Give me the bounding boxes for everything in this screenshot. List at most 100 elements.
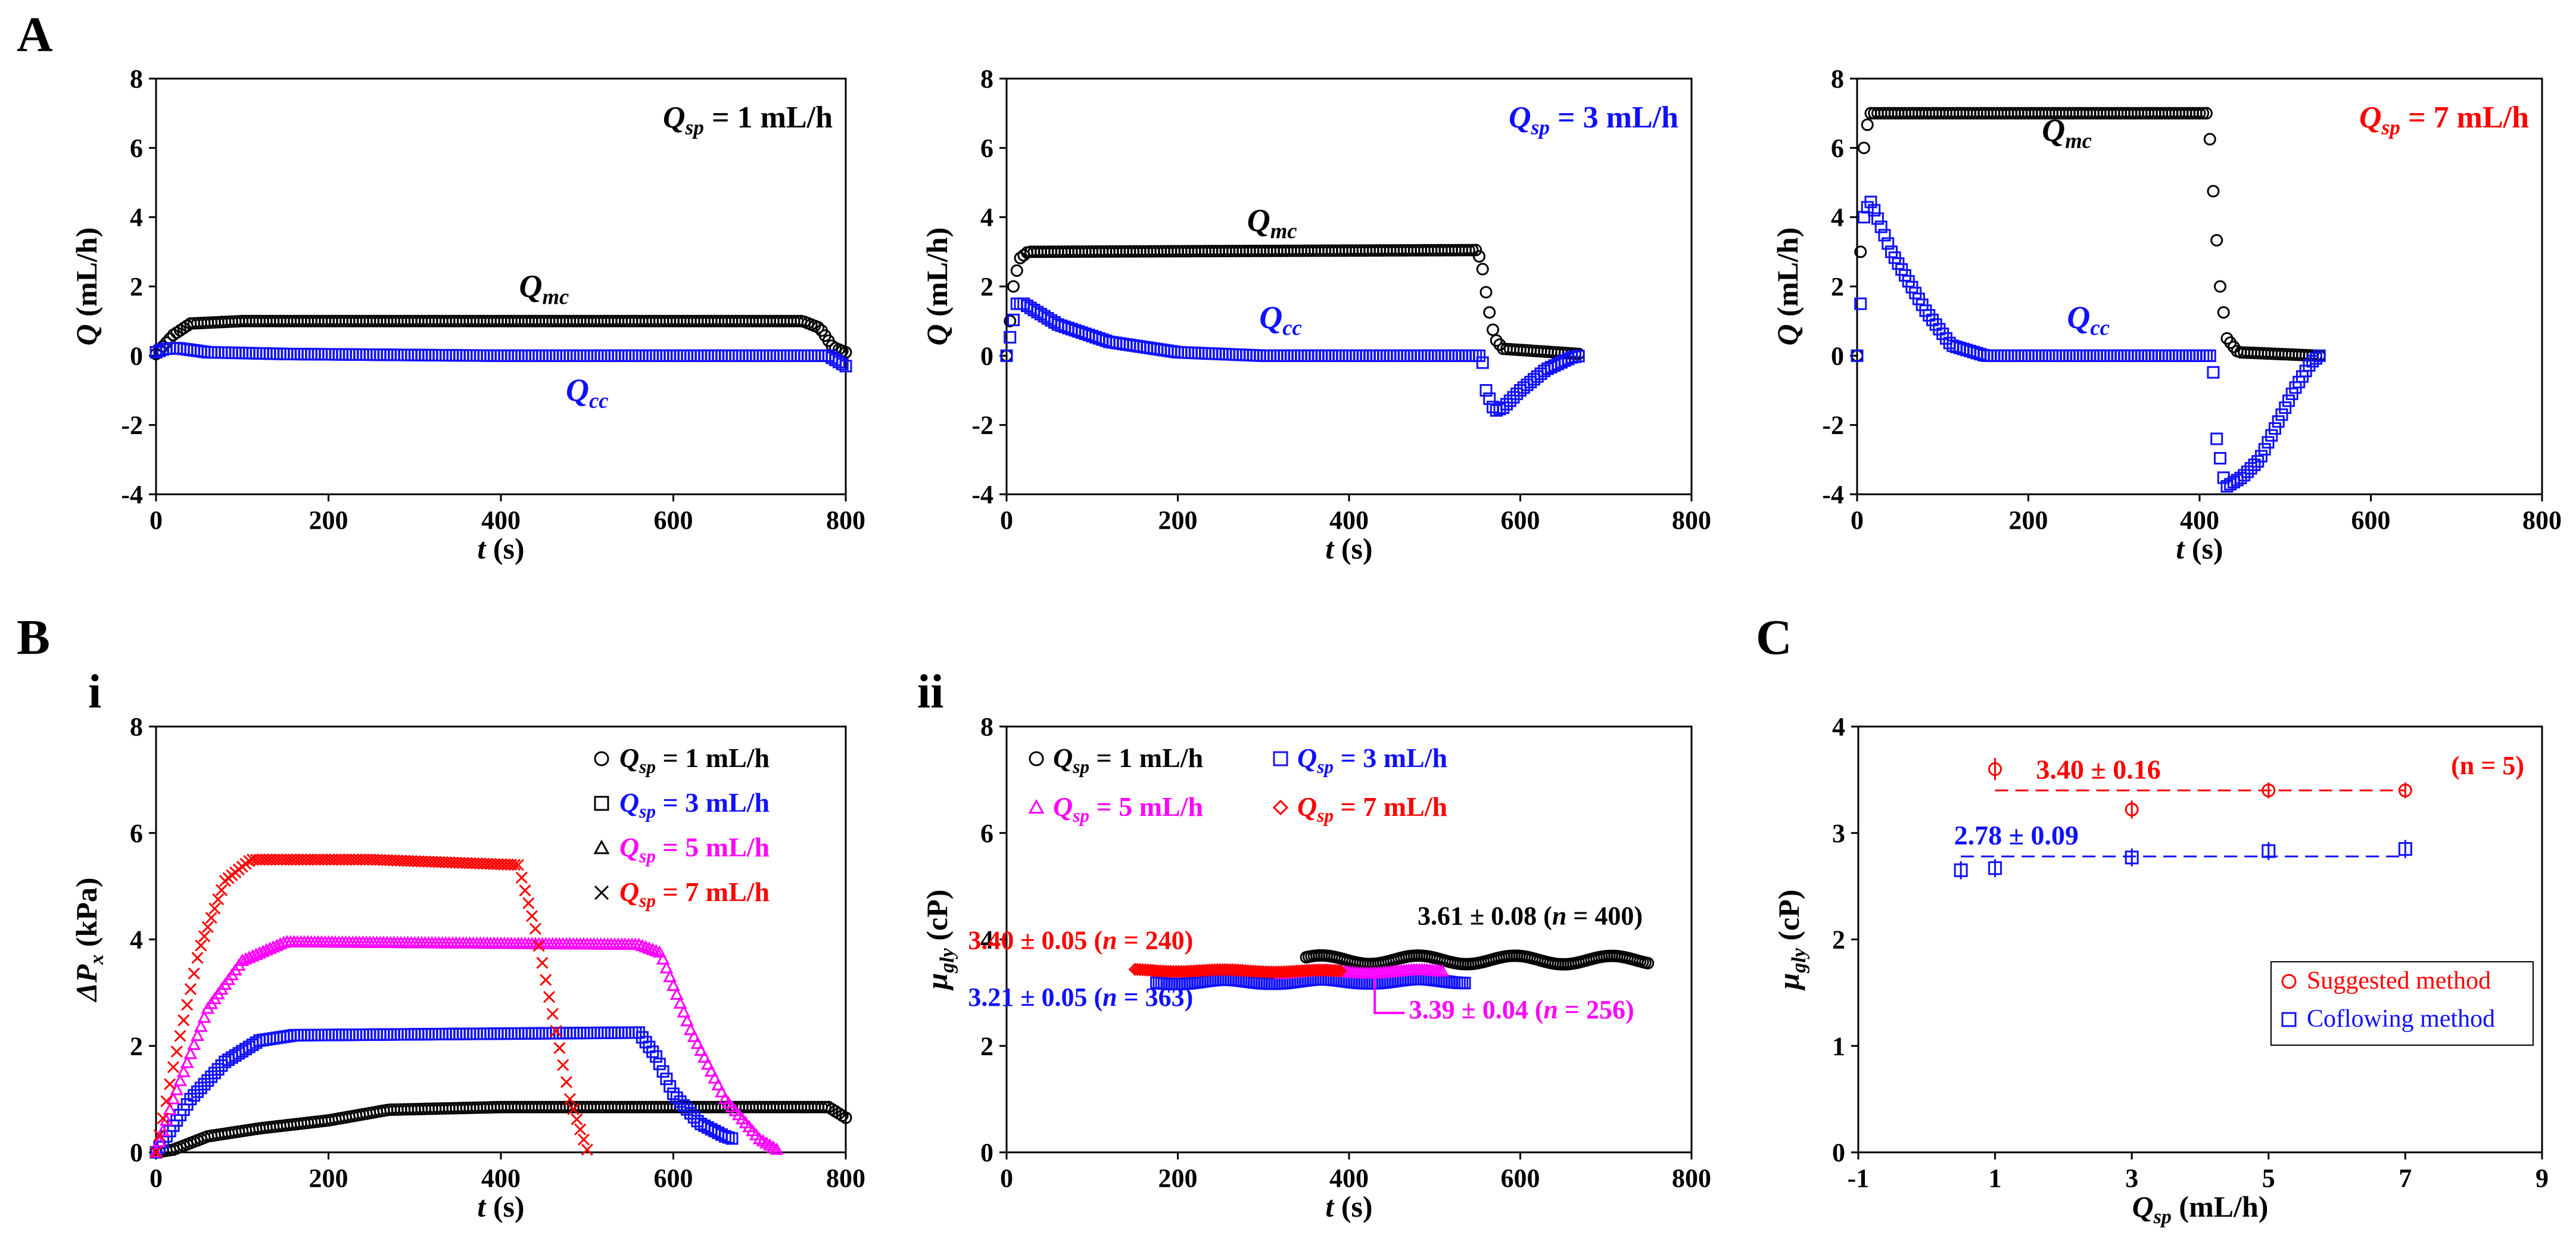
data-point — [377, 348, 390, 361]
data-point — [242, 1040, 256, 1053]
data-point — [656, 349, 669, 362]
data-point — [1007, 313, 1020, 326]
data-point — [2176, 349, 2189, 362]
legend-entry: Qsp = 7 mL/h — [619, 877, 770, 911]
data-point — [384, 348, 397, 361]
data-point — [718, 349, 731, 362]
x-tick-label: 200 — [309, 506, 348, 535]
data-point — [581, 1143, 593, 1156]
data-point — [1401, 349, 1414, 362]
data-point — [1428, 349, 1441, 362]
series-label-qmc: Qmc — [2042, 113, 2092, 153]
data-point — [1206, 347, 1219, 360]
data-point — [650, 1050, 663, 1063]
data-point — [563, 1027, 577, 1040]
data-point — [739, 349, 752, 362]
x-tick-label: 7 — [2399, 1164, 2412, 1193]
data-point — [532, 349, 546, 362]
data-point — [2269, 422, 2281, 435]
data-point — [2019, 349, 2032, 362]
x-axis-label: t (s) — [1325, 1190, 1372, 1223]
data-point — [618, 1026, 631, 1039]
data-point — [432, 1027, 446, 1040]
data-point — [753, 349, 766, 362]
data-point — [574, 1027, 587, 1040]
series-q-cc — [1000, 297, 1585, 417]
data-point — [205, 912, 217, 924]
data-point — [1284, 349, 1297, 362]
data-point — [674, 349, 687, 362]
data-point — [656, 952, 670, 965]
data-point — [681, 349, 694, 362]
data-point — [2005, 349, 2018, 362]
data-point — [325, 1028, 338, 1042]
data-point — [801, 349, 814, 362]
data-point — [694, 1043, 708, 1056]
data-point — [770, 349, 783, 362]
data-point — [391, 348, 404, 361]
data-point — [2070, 349, 2083, 362]
data-point — [367, 348, 380, 361]
y-tick-label: 2 — [1831, 272, 1844, 301]
series-label-qcc: Qcc — [1259, 300, 1302, 340]
data-point — [1332, 349, 1345, 362]
data-point — [391, 1028, 404, 1041]
data-point — [543, 990, 556, 1003]
chart-a3-qsp-7: 0 200 400 600 800 -4 -2 0 2 4 6 8 t (s) Q (mL/h) Qsp =… — [1771, 64, 2562, 565]
data-point — [2080, 349, 2093, 362]
chart-bii-viscosity: 0 200 400 600 800 0 2 4 6 8 t (s) μgly (cP) Qsp = 1 … — [920, 712, 1711, 1223]
x-axis-label: Qsp (mL/h) — [2132, 1190, 2269, 1228]
data-point — [342, 1028, 356, 1042]
x-tick-label: 400 — [2180, 506, 2219, 535]
data-point — [622, 1026, 635, 1039]
legend-marker — [594, 796, 609, 811]
data-point — [2152, 349, 2165, 362]
data-point — [336, 348, 349, 361]
plot-frame — [1856, 77, 2543, 495]
data-point — [1991, 349, 2004, 362]
y-tick-label: 8 — [980, 64, 993, 93]
data-point — [539, 349, 552, 362]
data-point — [487, 349, 500, 362]
data-point — [519, 349, 532, 362]
data-point — [2244, 462, 2257, 475]
data-point — [618, 349, 631, 362]
data-point — [598, 349, 611, 362]
data-point — [1858, 141, 1870, 154]
data-point — [184, 1093, 197, 1106]
data-point — [1229, 348, 1242, 361]
data-point — [1466, 244, 1479, 257]
data-point — [1507, 391, 1520, 404]
data-point — [298, 1028, 311, 1042]
data-point — [581, 1027, 594, 1040]
data-point — [605, 1026, 618, 1039]
data-point — [567, 1027, 580, 1040]
data-point — [325, 348, 338, 361]
data-point — [350, 348, 363, 361]
data-point — [1010, 264, 1023, 277]
data-point — [722, 1131, 735, 1144]
data-point — [632, 937, 646, 950]
data-point — [2200, 107, 2213, 120]
y-tick-label: -2 — [971, 411, 993, 440]
data-point — [2248, 459, 2261, 472]
data-point — [222, 346, 235, 359]
data-point — [174, 1030, 186, 1042]
data-point — [1000, 349, 1013, 362]
data-point — [305, 1028, 318, 1042]
data-point — [1864, 195, 1877, 208]
data-point — [429, 348, 442, 361]
data-point — [2094, 349, 2107, 362]
data-point — [629, 349, 642, 362]
data-point — [498, 1027, 511, 1040]
data-point — [1243, 348, 1256, 361]
data-point — [638, 940, 653, 953]
data-point — [1954, 863, 1968, 877]
data-point — [1572, 350, 1585, 363]
data-point — [1476, 356, 1489, 369]
data-point — [553, 1042, 566, 1054]
y-tick-label: 6 — [980, 819, 993, 848]
data-point — [652, 945, 666, 958]
x-axis-label: t (s) — [1325, 532, 1372, 565]
y-tick-label: -4 — [1822, 480, 1844, 509]
